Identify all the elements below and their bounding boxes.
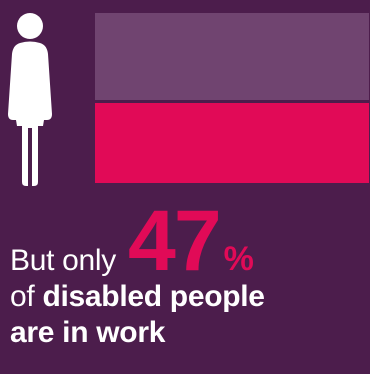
caption-line-3: are in work — [10, 316, 166, 349]
caption-disabled-people: disabled people — [42, 280, 265, 313]
percent-sign: % — [223, 240, 254, 278]
caption-of: of — [10, 280, 35, 313]
caption-line-2: of disabled people — [10, 279, 365, 315]
proportion-bar — [95, 13, 369, 183]
person-figure-icon — [8, 13, 52, 186]
statistic-number: 47 — [128, 193, 222, 289]
bar-remaining-segment — [95, 13, 369, 100]
statistic-caption: But only 47 % of disabled people are in … — [10, 195, 365, 351]
caption-lead: But only — [10, 244, 116, 277]
caption-line-1: But only 47 % — [10, 193, 365, 289]
bar-in-work-segment — [95, 103, 369, 183]
